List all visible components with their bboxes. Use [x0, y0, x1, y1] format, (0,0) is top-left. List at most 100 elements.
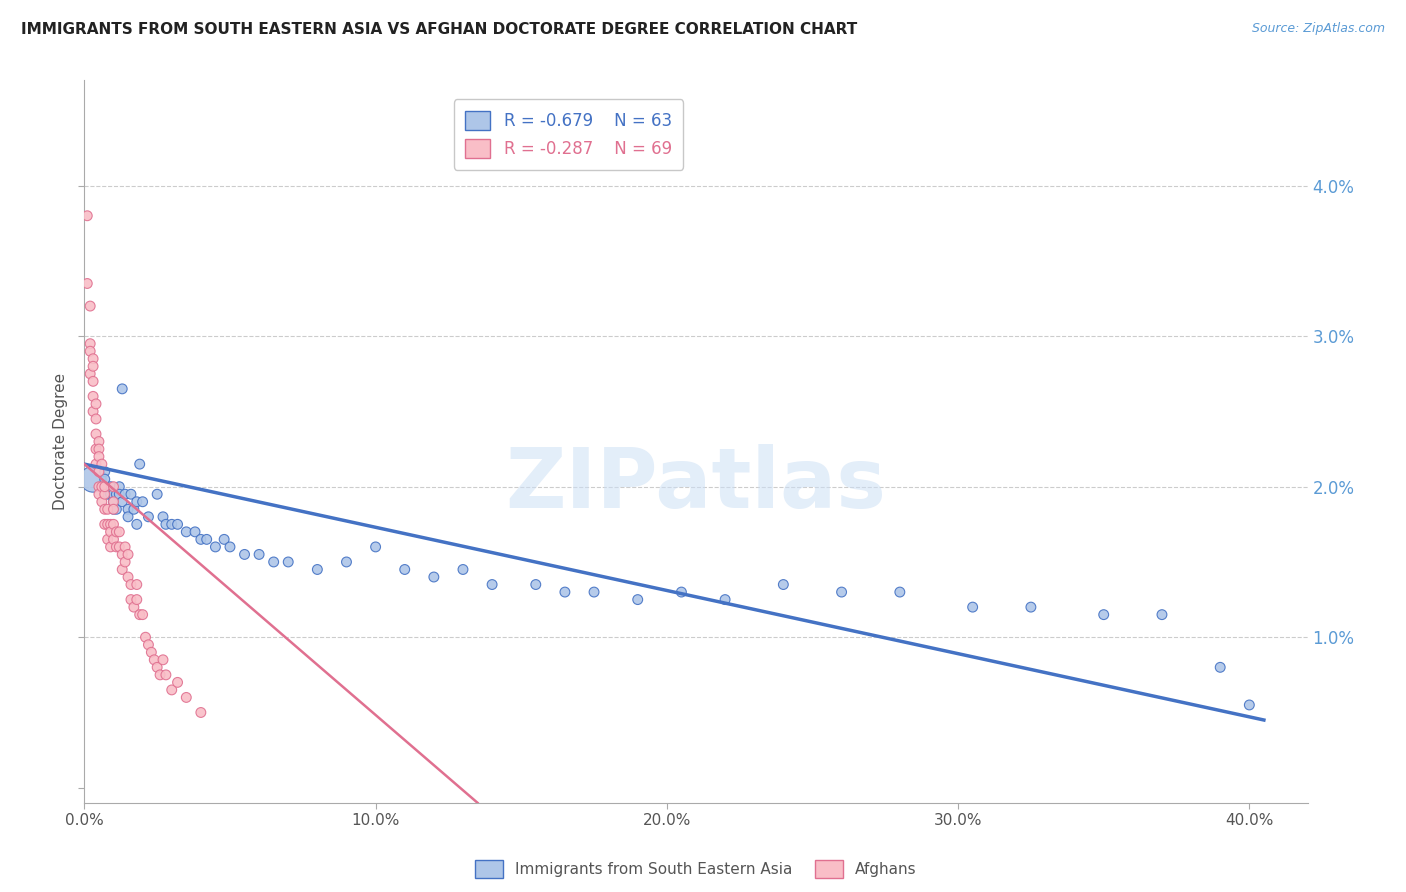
- Point: [84, 427, 107, 442]
- Point: [125, 517, 148, 532]
- Point: [423, 570, 446, 584]
- Point: [627, 592, 650, 607]
- Point: [120, 577, 142, 591]
- Point: [962, 600, 984, 615]
- Point: [87, 434, 110, 449]
- Point: [247, 548, 270, 562]
- Point: [117, 570, 139, 584]
- Point: [100, 540, 122, 554]
- Point: [111, 382, 134, 396]
- Point: [772, 577, 794, 591]
- Point: [105, 502, 128, 516]
- Point: [233, 548, 256, 562]
- Point: [100, 480, 122, 494]
- Point: [143, 653, 166, 667]
- Text: ZIPatlas: ZIPatlas: [506, 444, 886, 525]
- Y-axis label: Doctorate Degree: Doctorate Degree: [53, 373, 69, 510]
- Point: [90, 457, 112, 471]
- Point: [212, 533, 235, 547]
- Point: [84, 412, 107, 426]
- Point: [174, 690, 197, 705]
- Point: [117, 509, 139, 524]
- Point: [82, 404, 104, 418]
- Point: [125, 494, 148, 508]
- Legend: Immigrants from South Eastern Asia, Afghans: Immigrants from South Eastern Asia, Afgh…: [470, 854, 922, 884]
- Point: [481, 577, 503, 591]
- Point: [524, 577, 547, 591]
- Point: [125, 577, 148, 591]
- Point: [103, 533, 125, 547]
- Point: [103, 494, 125, 508]
- Point: [100, 517, 122, 532]
- Point: [184, 524, 207, 539]
- Point: [146, 487, 169, 501]
- Point: [84, 397, 107, 411]
- Point: [131, 607, 153, 622]
- Point: [1239, 698, 1261, 712]
- Point: [97, 517, 120, 532]
- Point: [117, 548, 139, 562]
- Point: [114, 487, 136, 501]
- Point: [82, 351, 104, 366]
- Point: [82, 359, 104, 374]
- Point: [394, 562, 416, 576]
- Point: [103, 502, 125, 516]
- Text: Source: ZipAtlas.com: Source: ZipAtlas.com: [1251, 22, 1385, 36]
- Point: [108, 540, 131, 554]
- Point: [554, 585, 576, 599]
- Point: [76, 209, 98, 223]
- Point: [108, 480, 131, 494]
- Point: [889, 585, 911, 599]
- Point: [87, 487, 110, 501]
- Point: [105, 487, 128, 501]
- Point: [82, 375, 104, 389]
- Point: [84, 457, 107, 471]
- Point: [149, 668, 172, 682]
- Point: [152, 509, 174, 524]
- Point: [108, 487, 131, 501]
- Point: [93, 480, 115, 494]
- Point: [152, 653, 174, 667]
- Point: [108, 524, 131, 539]
- Point: [714, 592, 737, 607]
- Point: [125, 592, 148, 607]
- Point: [79, 344, 101, 359]
- Point: [111, 562, 134, 576]
- Point: [190, 706, 212, 720]
- Point: [93, 472, 115, 486]
- Point: [190, 533, 212, 547]
- Point: [93, 487, 115, 501]
- Point: [93, 465, 115, 479]
- Point: [1150, 607, 1173, 622]
- Point: [87, 450, 110, 464]
- Point: [160, 682, 183, 697]
- Point: [1092, 607, 1115, 622]
- Point: [138, 638, 160, 652]
- Point: [93, 502, 115, 516]
- Point: [111, 548, 134, 562]
- Point: [103, 480, 125, 494]
- Point: [114, 555, 136, 569]
- Point: [122, 502, 145, 516]
- Point: [174, 524, 197, 539]
- Point: [100, 487, 122, 501]
- Point: [307, 562, 329, 576]
- Point: [120, 487, 142, 501]
- Text: IMMIGRANTS FROM SOUTH EASTERN ASIA VS AFGHAN DOCTORATE DEGREE CORRELATION CHART: IMMIGRANTS FROM SOUTH EASTERN ASIA VS AF…: [21, 22, 858, 37]
- Point: [219, 540, 242, 554]
- Point: [155, 517, 177, 532]
- Point: [141, 645, 163, 659]
- Point: [195, 533, 218, 547]
- Point: [583, 585, 606, 599]
- Point: [120, 592, 142, 607]
- Point: [111, 494, 134, 508]
- Point: [103, 494, 125, 508]
- Point: [160, 517, 183, 532]
- Point: [90, 494, 112, 508]
- Point: [263, 555, 285, 569]
- Point: [166, 517, 188, 532]
- Point: [76, 277, 98, 291]
- Point: [128, 457, 150, 471]
- Point: [135, 630, 157, 644]
- Point: [93, 517, 115, 532]
